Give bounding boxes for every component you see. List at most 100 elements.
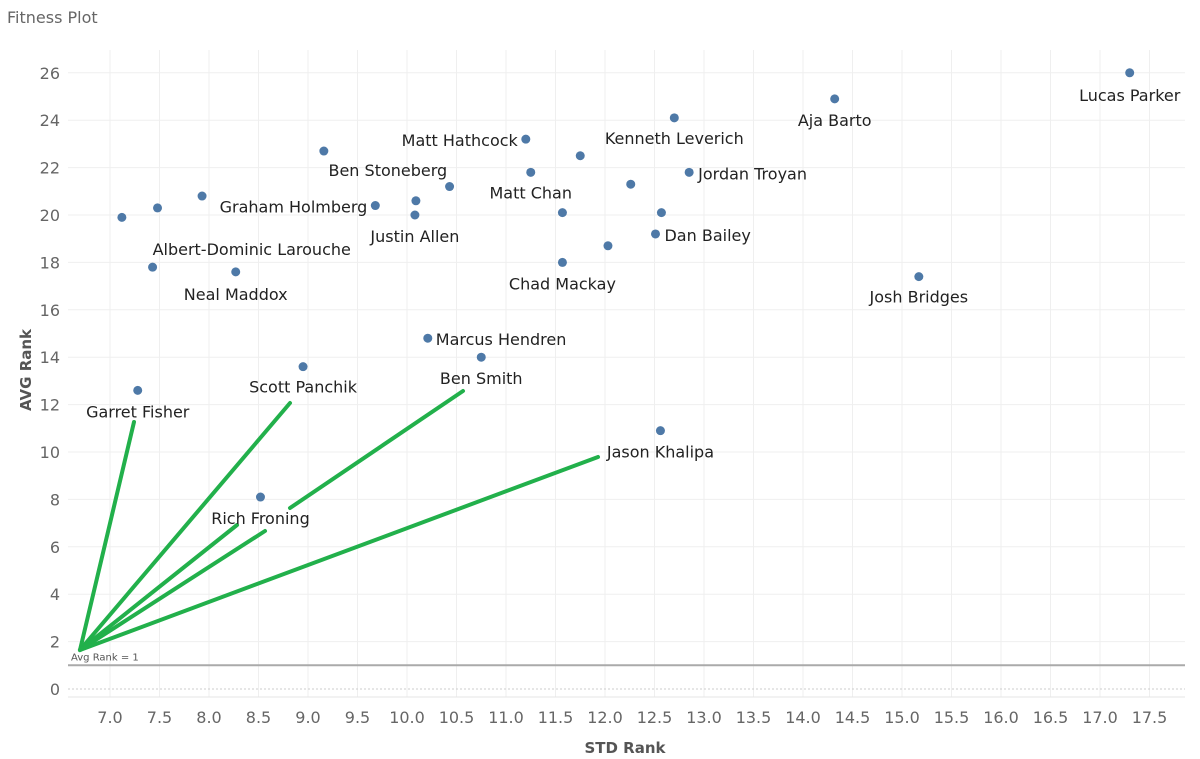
data-point [650, 229, 660, 239]
y-tick-label: 16 [40, 301, 60, 320]
point-label: Kenneth Leverich [605, 129, 744, 148]
point-label: Josh Bridges [869, 288, 969, 307]
x-tick-label: 13.0 [686, 708, 722, 727]
data-point [603, 241, 613, 251]
x-tick-label: 7.5 [147, 708, 172, 727]
point-label: Aja Barto [798, 111, 872, 130]
data-point [117, 212, 127, 222]
point-label: Jason Khalipa [606, 443, 714, 462]
point-label: Matt Chan [490, 183, 573, 202]
data-point [557, 208, 567, 218]
point-label: Justin Allen [369, 227, 459, 246]
gridlines [68, 50, 1185, 698]
data-point [410, 210, 420, 220]
y-tick-label: 6 [50, 538, 60, 557]
data-point [626, 179, 636, 189]
point-label: Albert-Dominic Larouche [153, 240, 351, 259]
data-point [423, 333, 433, 343]
x-tick-label: 17.0 [1082, 708, 1118, 727]
x-tick-label: 14.0 [785, 708, 821, 727]
x-tick-label: 9.5 [345, 708, 370, 727]
data-point [557, 257, 567, 267]
x-tick-label: 10.5 [439, 708, 475, 727]
data-point [231, 267, 241, 277]
x-tick-label: 16.0 [983, 708, 1019, 727]
data-point [526, 167, 536, 177]
point-label: Neal Maddox [184, 285, 288, 304]
y-tick-label: 12 [40, 396, 60, 415]
point-label: Graham Holmberg [220, 198, 368, 217]
data-point [914, 272, 924, 282]
reference-line: Avg Rank = 1 [68, 652, 1185, 667]
data-point [830, 94, 840, 104]
x-axis-title: STD Rank [584, 739, 666, 757]
tick-labels: 7.0 7.5 8.0 8.5 9.0 9.5 10.0 10.5 11.0 11.5 12.0 12… [40, 64, 1168, 727]
data-point [411, 196, 421, 206]
data-point [298, 362, 308, 372]
y-tick-label: 10 [40, 443, 60, 462]
x-tick-label: 12.0 [587, 708, 623, 727]
chart-title: Fitness Plot [7, 8, 98, 27]
data-point [133, 385, 143, 395]
y-tick-label: 20 [40, 206, 60, 225]
point-label: Jordan Troyan [697, 164, 807, 183]
data-point [656, 208, 666, 218]
data-point [153, 203, 163, 213]
data-point [1125, 68, 1135, 78]
x-tick-label: 14.5 [835, 708, 871, 727]
point-label: Rich Froning [211, 509, 310, 528]
x-tick-label: 16.5 [1033, 708, 1069, 727]
y-tick-label: 22 [40, 159, 60, 178]
y-tick-label: 14 [40, 348, 60, 367]
annotation-arrow [78, 401, 292, 652]
data-point [669, 113, 679, 123]
data-point [476, 352, 486, 362]
annotation-arrows [78, 389, 600, 652]
x-tick-label: 15.5 [934, 708, 970, 727]
point-label: Ben Stoneberg [328, 161, 447, 180]
y-tick-label: 18 [40, 253, 60, 272]
point-label: Scott Panchik [249, 378, 358, 397]
data-point [655, 426, 665, 436]
annotation-arrow [78, 523, 239, 652]
x-tick-label: 8.5 [246, 708, 271, 727]
x-tick-label: 15.0 [884, 708, 920, 727]
y-axis-title: AVG Rank [17, 328, 35, 411]
point-label: Dan Bailey [664, 226, 750, 245]
point-label: Matt Hathcock [402, 131, 519, 150]
y-tick-label: 26 [40, 64, 60, 83]
point-label: Marcus Hendren [436, 330, 567, 349]
reference-line-label: Avg Rank = 1 [71, 652, 139, 663]
y-tick-label: 2 [50, 633, 60, 652]
x-tick-label: 17.5 [1132, 708, 1168, 727]
annotation-arrow [78, 455, 600, 652]
y-tick-label: 0 [50, 680, 60, 699]
annotation-arrow [288, 389, 465, 510]
data-point [255, 492, 265, 502]
data-point [575, 151, 585, 161]
y-tick-label: 4 [50, 585, 60, 604]
x-tick-label: 8.0 [196, 708, 221, 727]
point-label: Lucas Parker [1079, 86, 1181, 105]
data-points [117, 68, 1135, 502]
data-point [521, 134, 531, 144]
x-tick-label: 12.5 [637, 708, 673, 727]
x-tick-label: 11.5 [538, 708, 574, 727]
data-point [148, 262, 158, 272]
y-tick-label: 8 [50, 490, 60, 509]
data-point [197, 191, 207, 201]
point-label: Garret Fisher [86, 402, 190, 421]
x-tick-label: 11.0 [488, 708, 524, 727]
point-label: Ben Smith [440, 369, 523, 388]
annotation-arrow [78, 420, 136, 652]
x-tick-label: 10.0 [389, 708, 425, 727]
data-point [370, 201, 380, 211]
data-point [445, 182, 455, 192]
data-point [684, 167, 694, 177]
point-labels: Lucas Parker Aja Barto Kenneth Leverich Mat… [86, 86, 1181, 528]
y-tick-label: 24 [40, 111, 60, 130]
data-point [319, 146, 329, 156]
x-tick-label: 9.0 [295, 708, 320, 727]
annotation-arrow [78, 529, 267, 652]
